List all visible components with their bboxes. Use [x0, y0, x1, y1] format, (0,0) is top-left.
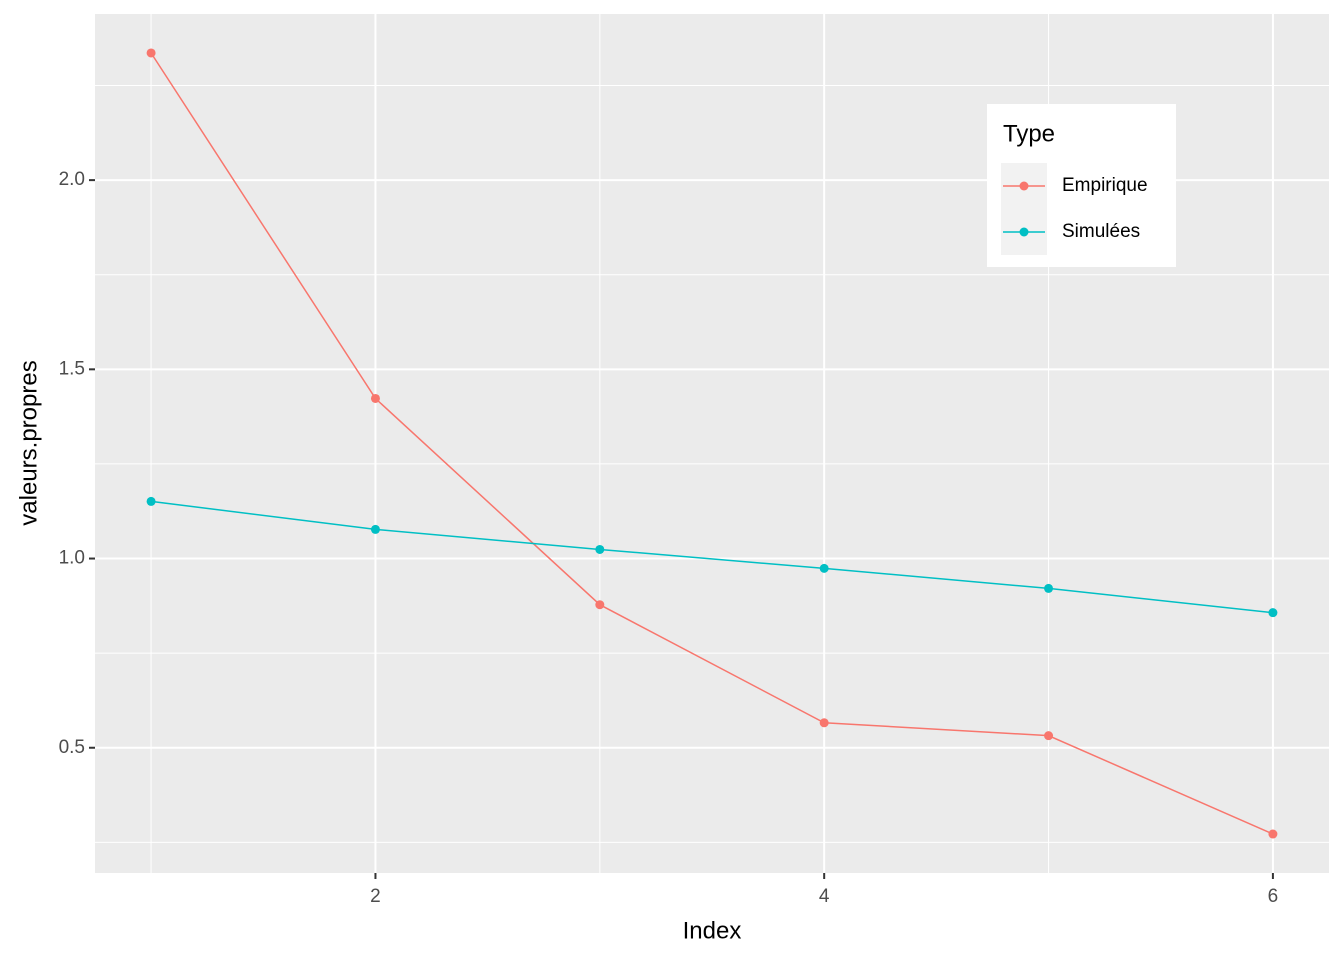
point [819, 718, 829, 728]
x-axis-title: Index [683, 917, 742, 944]
point [146, 496, 156, 506]
series-line [150, 52, 1274, 835]
grid [95, 14, 1329, 873]
y-tick-label: 1.5 [59, 358, 85, 379]
legend-key-point [1019, 181, 1029, 191]
point [819, 563, 829, 573]
legend: Type Empirique Simulées [987, 104, 1176, 267]
point [1268, 829, 1278, 839]
marks [146, 48, 1278, 839]
legend-label: Simulées [1062, 221, 1140, 242]
y-tick-label: 1.0 [59, 548, 85, 569]
point [595, 544, 605, 554]
series-line [150, 500, 1273, 614]
point [595, 600, 605, 610]
legend-label: Empirique [1062, 175, 1148, 196]
x-tick-label: 6 [1268, 886, 1279, 907]
point [1044, 583, 1054, 593]
point [146, 48, 156, 58]
y-axis-title: valeurs.propres [15, 360, 42, 525]
x-tick-label: 4 [819, 886, 830, 907]
x-tick-label: 2 [370, 886, 381, 907]
legend-key-point [1019, 227, 1029, 237]
y-tick-label: 2.0 [59, 169, 85, 190]
point [370, 393, 380, 403]
point [1268, 608, 1278, 618]
y-tick-label: 0.5 [59, 737, 85, 758]
legend-title: Type [1003, 120, 1055, 147]
point [1044, 731, 1054, 741]
point [370, 524, 380, 534]
